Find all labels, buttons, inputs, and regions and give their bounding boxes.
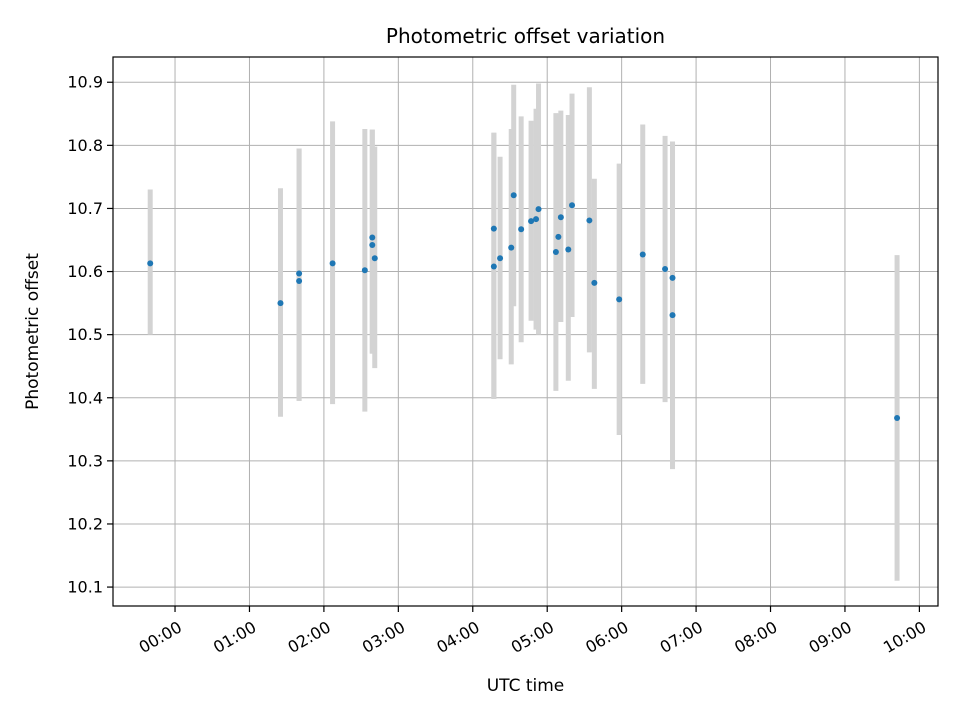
data-point bbox=[569, 202, 576, 209]
data-point bbox=[361, 267, 368, 274]
data-point bbox=[277, 300, 284, 307]
data-points bbox=[147, 192, 901, 421]
data-point bbox=[591, 279, 598, 286]
data-point bbox=[552, 248, 559, 255]
data-point bbox=[518, 226, 525, 233]
chart-title: Photometric offset variation bbox=[386, 24, 665, 48]
data-point bbox=[510, 192, 517, 199]
y-tick-label: 10.9 bbox=[67, 73, 103, 92]
data-point bbox=[296, 278, 303, 285]
y-tick-label: 10.6 bbox=[67, 262, 103, 281]
data-point bbox=[616, 296, 623, 303]
data-point bbox=[508, 244, 515, 251]
y-tick-label: 10.3 bbox=[67, 451, 103, 470]
y-axis-title: Photometric offset bbox=[23, 253, 43, 410]
y-tick-label: 10.8 bbox=[67, 136, 103, 155]
data-point bbox=[528, 218, 535, 225]
data-point bbox=[490, 225, 497, 232]
grid bbox=[113, 57, 938, 606]
plot-frame bbox=[112, 56, 939, 607]
data-point bbox=[329, 260, 336, 267]
data-point bbox=[535, 206, 542, 213]
data-point bbox=[586, 217, 593, 224]
x-axis-title: UTC time bbox=[487, 676, 565, 696]
data-point bbox=[662, 266, 669, 273]
data-point bbox=[147, 260, 154, 267]
y-tick-label: 10.1 bbox=[67, 578, 103, 597]
data-point bbox=[555, 233, 562, 240]
data-point bbox=[557, 214, 564, 221]
data-point bbox=[296, 270, 303, 277]
y-tick-label: 10.7 bbox=[67, 199, 103, 218]
data-point bbox=[894, 414, 901, 421]
y-tick-label: 10.2 bbox=[67, 514, 103, 533]
data-point bbox=[669, 274, 676, 281]
y-tick-label: 10.4 bbox=[67, 388, 103, 407]
data-point bbox=[371, 255, 378, 262]
data-point bbox=[369, 234, 376, 241]
data-point bbox=[490, 263, 497, 270]
data-point bbox=[497, 255, 504, 262]
data-point bbox=[369, 242, 376, 249]
data-point bbox=[639, 251, 646, 258]
data-point bbox=[565, 246, 572, 253]
data-point bbox=[533, 216, 540, 223]
data-point bbox=[669, 312, 676, 319]
y-tick-label: 10.5 bbox=[67, 325, 103, 344]
